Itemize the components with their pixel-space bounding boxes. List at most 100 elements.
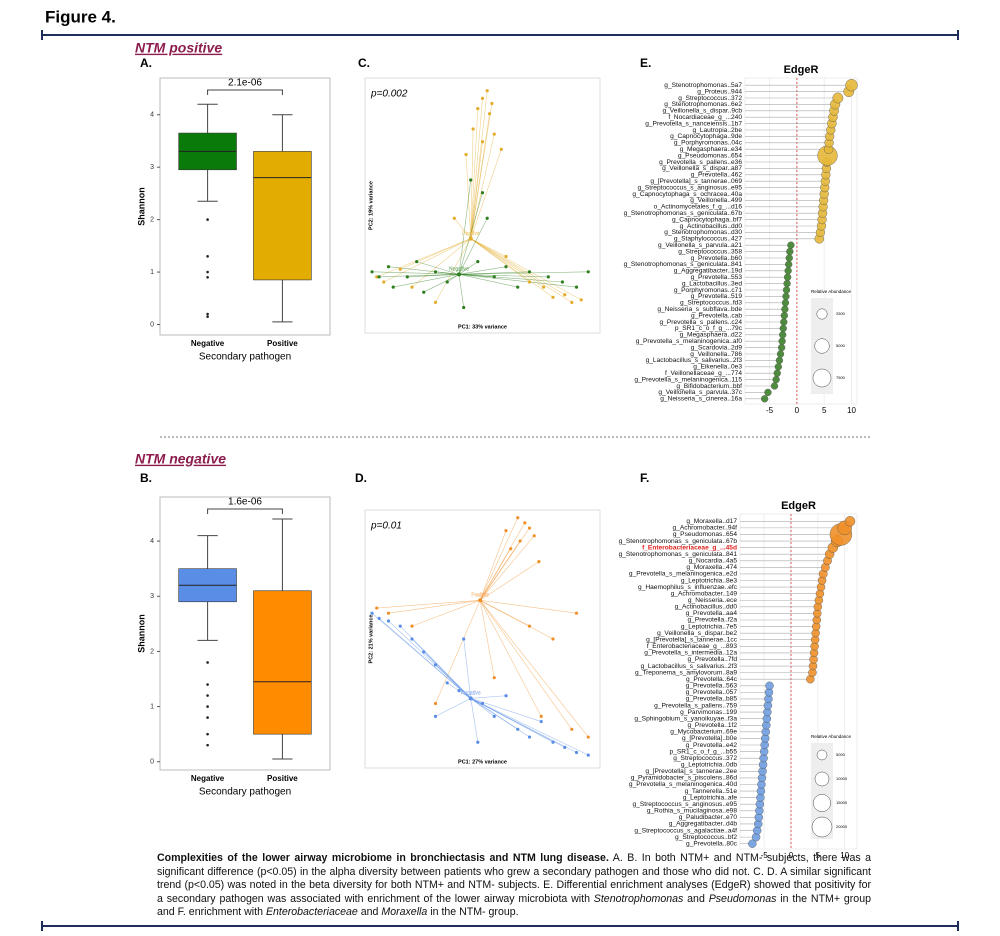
- spoke: [470, 113, 490, 239]
- point: [433, 714, 438, 719]
- chart-title: EdgeR: [784, 64, 819, 76]
- spoke: [479, 600, 573, 730]
- dot: [780, 311, 788, 320]
- taxon-label: g_Veillonella..499: [690, 197, 742, 204]
- dot: [844, 516, 856, 527]
- panel-label: B.: [140, 471, 152, 485]
- spoke: [470, 698, 530, 738]
- x-axis-label: Secondary pathogen: [199, 787, 291, 798]
- taxon-label: g_Leptotrichia..afe: [683, 794, 738, 801]
- point: [375, 275, 379, 279]
- y-tick-label: 0: [150, 321, 154, 328]
- taxon-label: g_Veillonella..786: [690, 351, 742, 358]
- taxon-label: g_Scardovia..2d9: [691, 344, 743, 351]
- caption-text: Moraxella: [381, 906, 428, 918]
- taxon-label: g_Mycobacterium..69e: [670, 729, 737, 736]
- x-tick-label: Positive: [267, 339, 298, 348]
- spoke: [479, 530, 507, 601]
- dot: [770, 382, 779, 390]
- outlier: [206, 218, 209, 221]
- point: [551, 295, 555, 299]
- spoke: [454, 218, 471, 239]
- dot: [781, 299, 790, 307]
- dot: [786, 247, 794, 256]
- x-axis-label: Secondary pathogen: [199, 352, 291, 363]
- y-axis-label: Shannon: [136, 187, 146, 226]
- centroid-label: Negative: [449, 267, 469, 273]
- dot: [783, 273, 792, 281]
- spoke: [470, 698, 495, 717]
- panel-label: F.: [640, 471, 649, 485]
- outlier: [206, 732, 209, 736]
- legend-label: 5000: [836, 343, 846, 348]
- taxon-label: g_Prevotella..b60: [691, 255, 743, 262]
- taxon-label: g_Lautropia..2be: [693, 127, 743, 134]
- taxon-label: g_Streptococcus..fd3: [680, 300, 742, 307]
- dot: [783, 279, 791, 288]
- taxon-label: g_Streptococcus..372: [678, 95, 742, 102]
- legend-label: 5000: [836, 752, 846, 757]
- spoke: [423, 274, 460, 293]
- caption-text: in the NTM- group.: [427, 906, 519, 918]
- spoke: [435, 600, 481, 704]
- plot-area: [364, 77, 601, 334]
- dot: [781, 305, 789, 313]
- point: [398, 267, 402, 271]
- dot: [764, 388, 772, 397]
- point: [445, 681, 449, 685]
- plot-area: [744, 77, 858, 405]
- taxon-label: g_Streptococcus_s_anginosus..e95: [638, 184, 743, 191]
- y-tick-label: 1: [150, 269, 154, 276]
- taxon-label: g_Streptococcus..bf2: [675, 834, 737, 841]
- outlier: [206, 270, 209, 274]
- point: [422, 650, 426, 654]
- point: [433, 701, 438, 706]
- outlier: [206, 743, 209, 747]
- taxon-label: g_Parvimonas..199: [680, 709, 737, 716]
- spoke: [458, 192, 483, 275]
- point: [504, 529, 508, 533]
- spoke: [435, 698, 471, 717]
- spoke: [458, 274, 464, 308]
- spoke: [407, 274, 460, 278]
- taxon-label: g_Leptotrichia..7e5: [681, 623, 737, 630]
- point: [398, 624, 402, 628]
- legend-label: 2500: [836, 311, 846, 316]
- spoke: [470, 134, 495, 239]
- point: [487, 112, 492, 116]
- taxon-label: g_Prevotella..b85: [686, 696, 738, 703]
- centroid: [468, 236, 473, 241]
- dot: [775, 356, 784, 365]
- y-tick-label: 1: [150, 703, 154, 710]
- taxon-label: g_Proteus..944: [697, 88, 742, 95]
- point: [433, 270, 438, 274]
- taxon-label: g_Lactobacillus..3ed: [682, 280, 742, 287]
- caption-text: and: [683, 892, 709, 905]
- point: [462, 637, 466, 641]
- x-tick-label: Negative: [191, 774, 225, 783]
- y-axis-label: PC2: 19% variance: [368, 181, 374, 230]
- legend-label: 7500: [836, 375, 846, 380]
- point: [586, 735, 590, 739]
- x-tick-label: 5: [822, 406, 827, 415]
- spoke: [479, 540, 521, 601]
- caption-text: in the NTM+ group and F. enrichment with: [157, 892, 871, 919]
- point: [410, 637, 414, 641]
- point: [546, 275, 550, 279]
- taxon-label: g_Prevotella..7fd: [688, 656, 738, 663]
- section-heading: NTM negative: [135, 451, 226, 467]
- point: [504, 254, 508, 259]
- taxon-label: g_Tannerella..51e: [685, 788, 738, 795]
- taxon-label: f_Enterobacteriaceae_g_...893: [647, 643, 738, 650]
- taxon-label: g_Leptotrichia..0db: [681, 762, 737, 769]
- taxon-label: g_[Prevotella]_s_tannerae..2ee: [645, 768, 737, 775]
- legend-circle: [814, 771, 830, 787]
- taxon-label: g_Pyramidobacter_s_piscolens..86d: [631, 775, 738, 782]
- spoke: [411, 238, 471, 288]
- point: [405, 275, 409, 279]
- spoke: [458, 266, 507, 275]
- point: [377, 275, 381, 279]
- x-tick-label: 5: [816, 851, 821, 860]
